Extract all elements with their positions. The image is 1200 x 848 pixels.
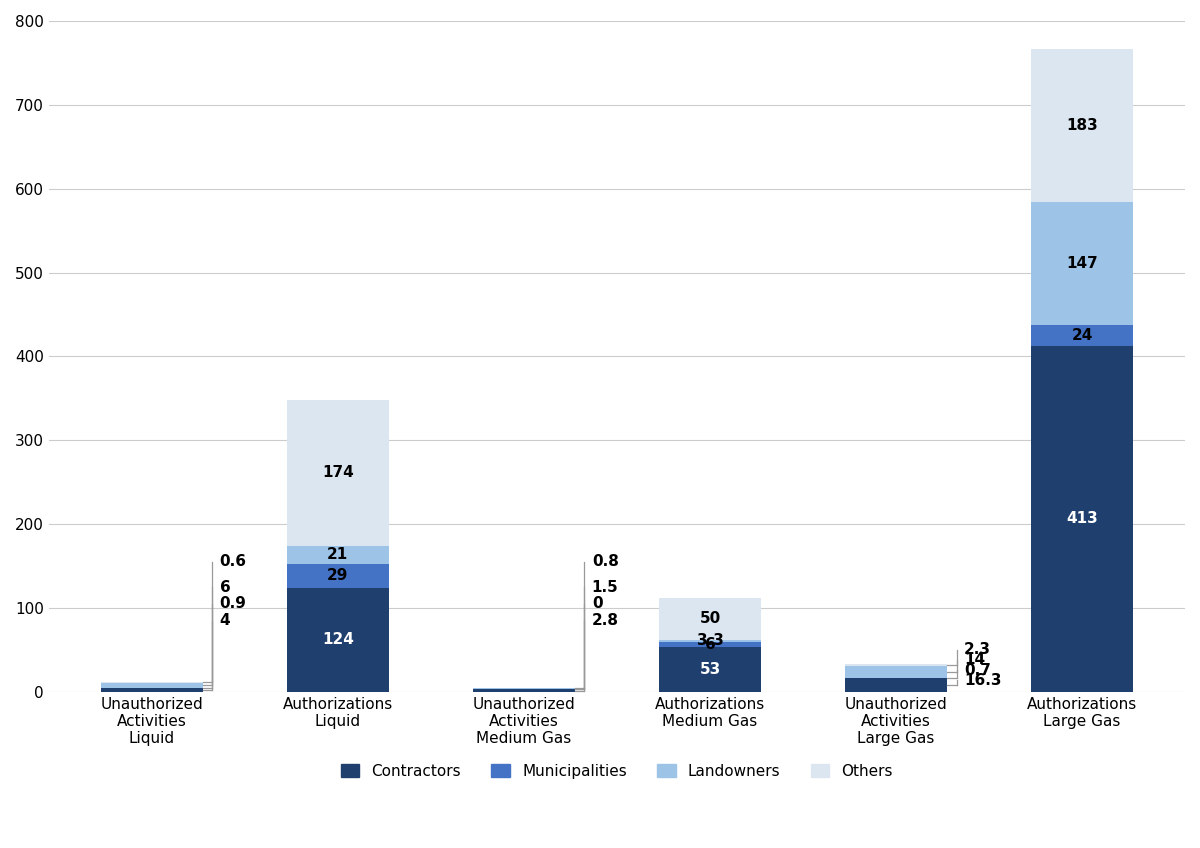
Bar: [845, 678, 947, 692]
Text: 2.8: 2.8: [592, 613, 619, 628]
Bar: [287, 564, 389, 588]
Text: 14: 14: [964, 652, 985, 667]
Text: 50: 50: [700, 611, 721, 626]
Bar: [1031, 202, 1133, 326]
Bar: [1031, 48, 1133, 202]
Text: 1.5: 1.5: [592, 579, 618, 594]
Text: 174: 174: [322, 466, 354, 481]
Text: 29: 29: [328, 568, 348, 583]
Text: 413: 413: [1067, 511, 1098, 526]
Bar: [845, 664, 947, 666]
Bar: [845, 666, 947, 678]
Text: 0.6: 0.6: [220, 555, 247, 569]
Bar: [287, 400, 389, 546]
Bar: [101, 683, 203, 688]
Text: 0.7: 0.7: [964, 662, 991, 678]
Bar: [659, 642, 761, 647]
Bar: [101, 689, 203, 692]
Text: 0: 0: [592, 596, 602, 611]
Text: 4: 4: [220, 613, 230, 628]
Bar: [659, 639, 761, 642]
Bar: [659, 647, 761, 692]
Text: 0.9: 0.9: [220, 596, 246, 611]
Text: 183: 183: [1067, 118, 1098, 133]
Legend: Contractors, Municipalities, Landowners, Others: Contractors, Municipalities, Landowners,…: [335, 757, 899, 784]
Text: 124: 124: [322, 633, 354, 647]
Bar: [659, 598, 761, 639]
Text: 6: 6: [704, 638, 715, 652]
Bar: [287, 546, 389, 564]
Text: 16.3: 16.3: [964, 672, 1002, 688]
Text: 0.8: 0.8: [592, 555, 619, 569]
Bar: [287, 588, 389, 692]
Text: 147: 147: [1067, 256, 1098, 271]
Text: 21: 21: [328, 547, 348, 562]
Bar: [1031, 326, 1133, 345]
Text: 3.3: 3.3: [696, 633, 724, 649]
Text: 2.3: 2.3: [964, 643, 991, 657]
Bar: [473, 689, 575, 692]
Text: 53: 53: [700, 662, 721, 677]
Bar: [1031, 345, 1133, 692]
Text: 6: 6: [220, 579, 230, 594]
Text: 24: 24: [1072, 328, 1093, 343]
